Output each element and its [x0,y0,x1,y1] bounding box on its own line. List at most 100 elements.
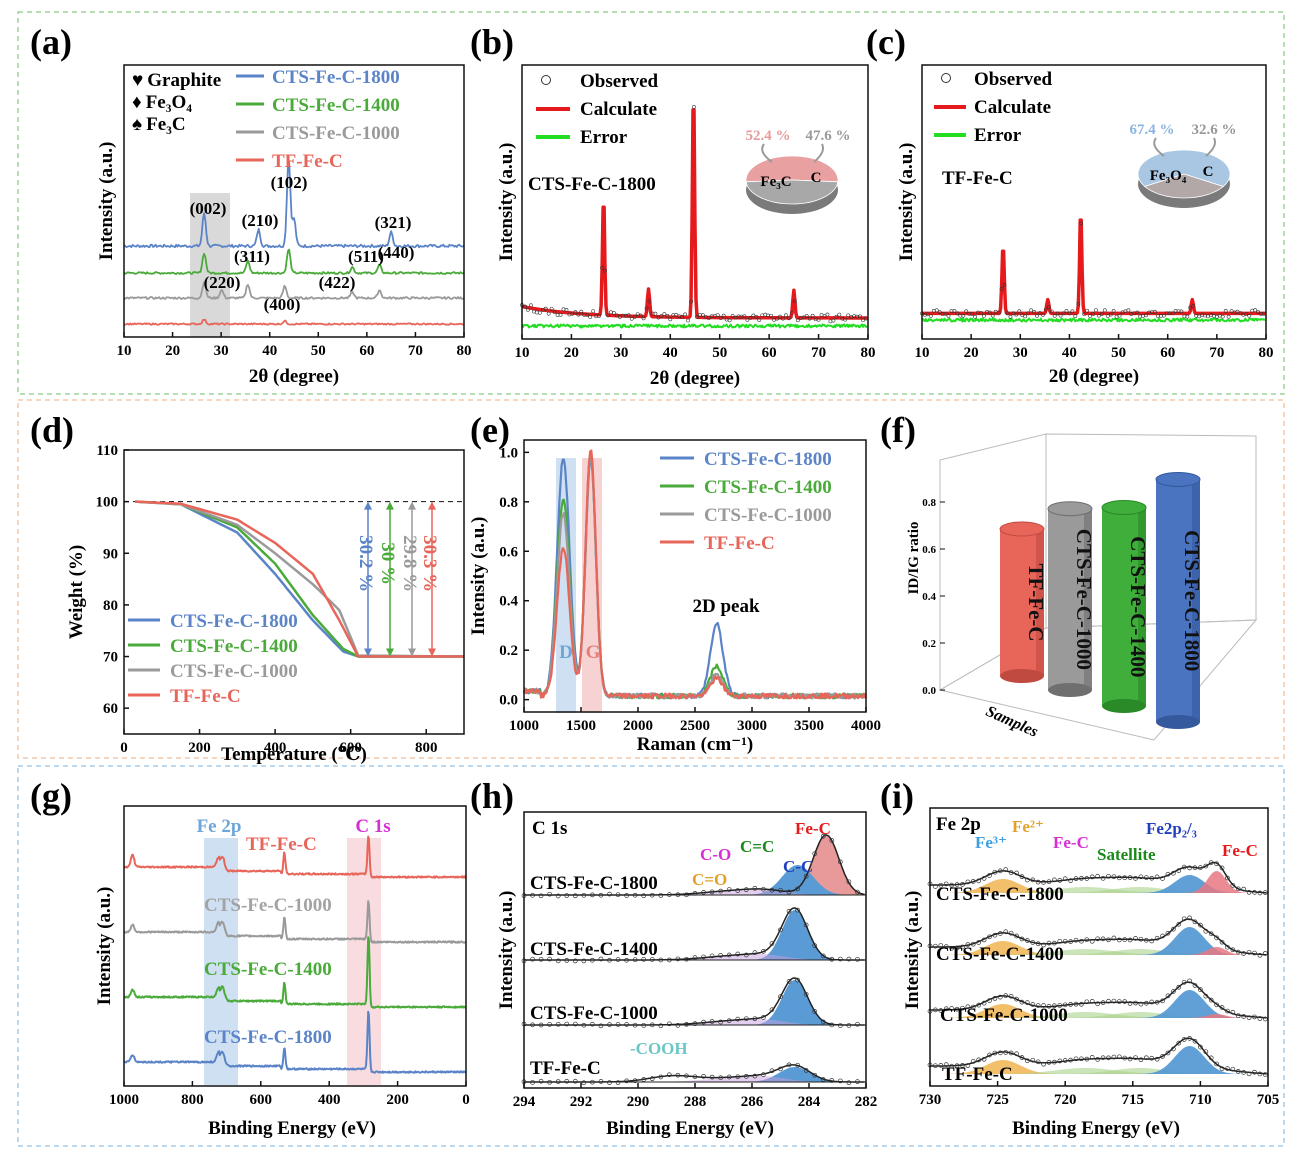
raman-curve-3 [522,449,867,700]
observed-point [1026,311,1031,316]
fe2p-data-point [1133,936,1138,941]
arrow-head-down [408,648,416,657]
fe2p-data-point [987,934,992,940]
panel-c-xlabel: 2θ (degree) [1049,366,1139,387]
fe2p-component [930,1060,1268,1074]
fe2p-data-point [1003,929,1009,935]
fe2p-data-point [1084,937,1090,943]
fe2p-component [930,927,1268,955]
c1s-label: C 1s [355,816,390,837]
panel-b-ylabel: Intensity (a.u.) [496,143,517,262]
fe2p-data-point [1154,935,1160,941]
fe2p-data-point [976,940,982,945]
bar-bottom [1102,699,1146,713]
fe2p-data-point [1106,998,1111,1004]
observed-point [1091,312,1095,317]
fe2p-data-point [1014,996,1019,1002]
x-tick-label: 0 [120,740,128,756]
observed-point [795,318,800,323]
c1s-data-point [641,893,647,899]
fe2p-data-point [1143,937,1149,943]
observed-point [695,315,699,319]
x-tick-label: 70 [811,345,826,361]
c1s-data-point [846,879,852,885]
fe2p-data-point [1041,880,1046,885]
observed-point [946,314,951,318]
fe2p-data-point [1106,1055,1111,1061]
observed-point [1088,313,1092,318]
fe2p-data-point [1198,865,1203,870]
c1s-data-point [820,833,826,839]
fe2p-data-point [1127,1056,1133,1062]
fe2p-data-point [1068,1057,1073,1063]
fe2p-data-point [1089,1055,1095,1060]
observed-point [715,313,720,318]
fe2p-data-point [970,1059,976,1064]
fe2p-data-point [1257,952,1263,958]
c1s-data-point [598,956,604,962]
observed-point [1014,312,1019,317]
fe2p-data-point [1046,1003,1052,1009]
c1s-data-point [624,1022,629,1027]
bar-shade [1138,507,1146,706]
fe2p-data-point [1062,1058,1068,1063]
observed-point [1058,313,1063,318]
panel-a-frame [123,64,465,338]
label-cooh: -COOH [630,1039,688,1058]
panel-e-raman: 1000 1500 2000 2500 3000 3500 4000 0.0 0.2 0.4 0.6… [468,439,881,755]
observed-point [665,314,670,318]
observed-point [1017,309,1022,314]
observed-point [928,314,933,318]
fe2p-data-point [1062,938,1068,944]
x-tick-label: 600 [339,740,362,756]
x-tick-label: 60 [1160,345,1175,361]
fe2p-data-point [1192,865,1198,871]
row-frame-middle [17,399,1285,759]
observed-point [979,311,983,315]
fe2p-data-point [1046,1059,1052,1065]
observed-point [742,314,747,319]
label-fe-c: Fe-C [1222,841,1258,860]
observed-point [819,312,824,317]
c1s-side-components [524,953,866,960]
panel-g-xps-survey: 1000 800 600 400 200 0 Binding Energy (eV) In… [94,805,470,1139]
c1s-data-point [837,956,843,962]
fe2p-data-point [1176,1040,1182,1046]
arrow-head-down [364,648,372,657]
observed-point [1073,314,1078,318]
weight-loss-label: 30 % [377,542,398,585]
pie-slice-b [1143,173,1225,199]
fe2p-data-point [1046,940,1052,946]
c1s-data-point [829,838,835,843]
observed-point [837,312,842,317]
fe2p-data-point [1068,878,1073,883]
fe2p-data-point [1019,1055,1025,1060]
y-tick-label: 0.8 [499,495,518,511]
fe2p-data-point [1160,1054,1165,1059]
legend-label: TF-Fe-C [272,151,343,172]
c1s-data-point [709,1019,715,1024]
fe2p-data-point [1138,936,1144,942]
observed-point [523,304,527,309]
observed-point [1161,313,1166,318]
fe2p-data-point [1198,1044,1203,1050]
fe2p-data-point [1208,997,1214,1003]
legend-observed-marker [541,75,551,85]
bar-shade [1084,508,1092,690]
c1s-data-point [701,1073,706,1079]
fe2p-data-point [1089,938,1095,944]
x-tick-label: 40 [1062,345,1077,361]
c1s-data-point [555,958,561,964]
observed-point [1108,312,1113,317]
observed-point [861,318,865,323]
y-tick-label: 1.0 [499,445,518,461]
c1s-data-point [615,1080,621,1085]
arrow-head-up [364,501,372,510]
observed-point [987,310,992,315]
survey-curve-3 [123,1010,467,1074]
fe2p-envelope-0 [930,861,1267,894]
panel-label-c: (c) [866,22,906,62]
c1s-data-point [769,1007,775,1013]
fe2p-data-point [1095,873,1100,879]
